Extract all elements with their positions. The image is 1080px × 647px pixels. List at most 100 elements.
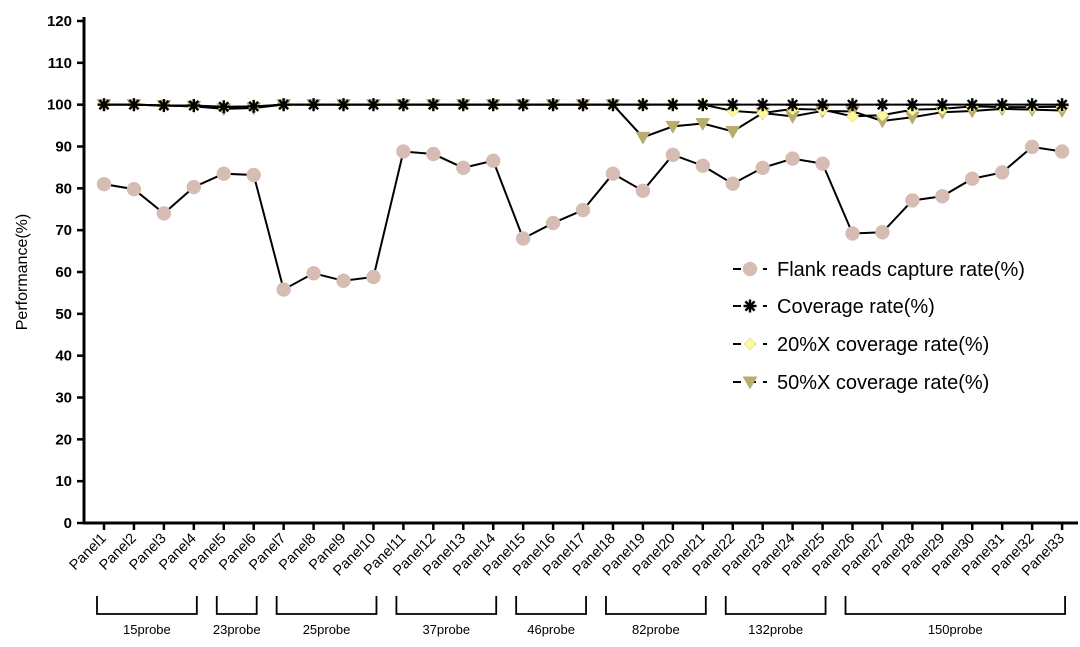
star-stroke: [966, 99, 978, 111]
data-point: [815, 156, 830, 171]
star-stroke: [158, 100, 170, 111]
star-stroke: [936, 99, 948, 111]
data-point: [247, 99, 261, 113]
group-bracket: [515, 596, 587, 615]
y-tick-label: 100: [47, 97, 72, 114]
star-stroke: [308, 99, 320, 111]
star-stroke: [368, 99, 379, 111]
data-point: [905, 98, 919, 112]
group-label: 25probe: [303, 622, 351, 637]
data-point: [755, 160, 770, 176]
data-point: [126, 181, 142, 197]
data-point: [695, 117, 711, 131]
probe-group: 132probe: [724, 596, 827, 637]
star-stroke: [547, 99, 559, 111]
data-point: [1024, 139, 1040, 155]
data-point: [695, 158, 711, 173]
group-label: 15probe: [123, 622, 171, 637]
data-point: [187, 99, 201, 113]
data-point: [366, 269, 381, 285]
data-point: [666, 98, 680, 112]
legend-item: 20%X coverage rate(%): [733, 334, 989, 356]
star-stroke: [98, 99, 110, 111]
data-point: [337, 98, 351, 112]
data-point: [965, 171, 980, 186]
legend-label: 50%X coverage rate(%): [777, 372, 989, 394]
data-point: [277, 98, 291, 112]
legend-marker: [742, 261, 758, 277]
series-layer: [96, 98, 1070, 297]
legend-label: Coverage rate(%): [777, 296, 935, 318]
data-point: [576, 98, 590, 112]
data-point: [396, 98, 410, 112]
data-point: [636, 98, 650, 112]
legend-label: Flank reads capture rate(%): [777, 259, 1025, 281]
y-tick-label: 20: [55, 431, 72, 448]
data-point: [426, 98, 440, 112]
data-point: [396, 144, 411, 159]
star-stroke: [278, 99, 290, 111]
data-point: [456, 160, 471, 176]
group-label: 82probe: [632, 622, 680, 637]
data-point: [756, 98, 770, 112]
group-label: 37probe: [422, 622, 470, 637]
y-tick-label: 40: [55, 348, 72, 365]
star-stroke: [667, 99, 679, 111]
group-label: 23probe: [213, 622, 261, 637]
probe-group: 46probe: [515, 596, 587, 637]
star-stroke: [727, 99, 739, 111]
star-stroke: [906, 99, 918, 111]
data-point: [935, 98, 949, 112]
legend-item: 50%X coverage rate(%): [733, 372, 989, 394]
data-point: [456, 98, 470, 112]
probe-group: 82probe: [605, 596, 707, 637]
data-point: [276, 282, 291, 297]
star-stroke: [817, 99, 829, 111]
star-stroke: [607, 99, 619, 111]
data-point: [96, 176, 112, 192]
star-stroke: [397, 99, 409, 111]
probe-group: 25probe: [275, 596, 378, 637]
star-stroke: [847, 99, 858, 111]
data-point: [696, 98, 710, 112]
data-point: [875, 98, 889, 112]
legend-marker: [743, 299, 757, 313]
data-point: [994, 165, 1010, 180]
data-point: [845, 226, 860, 241]
star-stroke: [1056, 99, 1068, 111]
legend-item: Flank reads capture rate(%): [733, 259, 1025, 281]
data-point: [756, 106, 770, 120]
star-stroke: [757, 99, 769, 111]
data-point: [935, 189, 950, 204]
data-point: [575, 202, 591, 218]
probe-group: 15probe: [96, 596, 198, 637]
y-tick-label: 0: [64, 515, 72, 532]
star-stroke: [128, 99, 140, 111]
probe-group: 150probe: [844, 596, 1066, 637]
data-point: [635, 183, 651, 199]
star-stroke: [787, 99, 799, 111]
star-stroke: [457, 99, 469, 111]
data-point: [816, 98, 830, 112]
probe-group: 37probe: [395, 596, 498, 637]
data-point: [485, 153, 501, 168]
star-stroke: [637, 99, 649, 111]
data-point: [307, 98, 321, 112]
data-point: [1025, 98, 1039, 112]
group-label: 132probe: [748, 622, 803, 637]
data-point: [246, 167, 261, 183]
series-1: [96, 139, 1070, 297]
star-stroke: [338, 99, 349, 111]
y-tick-label: 10: [55, 473, 72, 490]
data-point: [426, 146, 441, 162]
data-point: [846, 109, 859, 123]
data-point: [186, 179, 202, 195]
data-point: [786, 98, 800, 112]
y-tick-label: 90: [55, 139, 72, 156]
data-point: [606, 98, 620, 112]
data-point: [635, 131, 651, 145]
star-stroke: [876, 99, 888, 111]
y-axis-title: Performance(%): [14, 214, 31, 330]
data-point: [156, 206, 172, 221]
